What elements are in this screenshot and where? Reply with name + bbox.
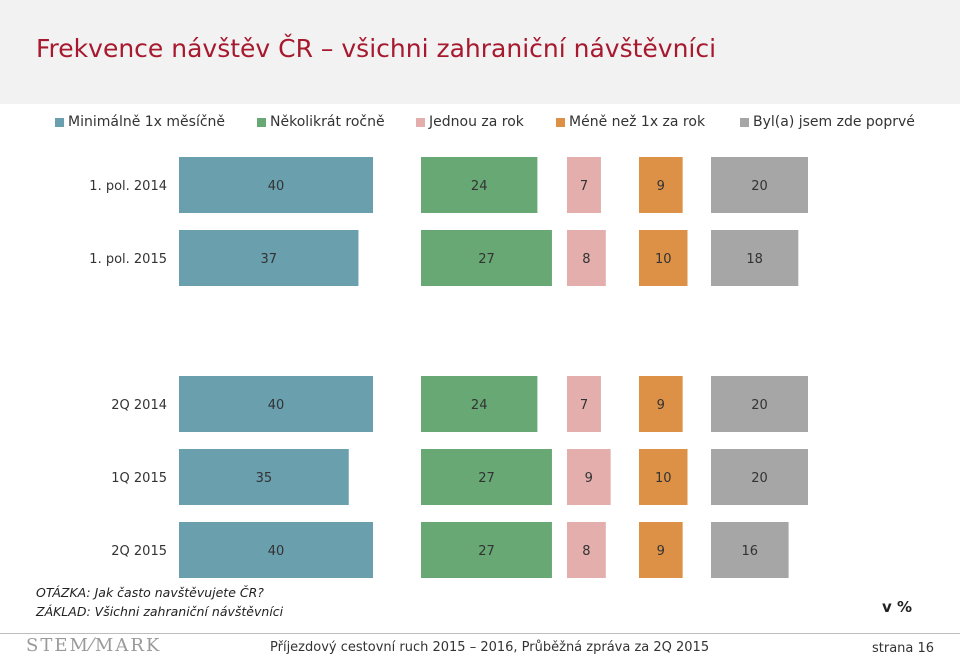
bar-segment [179,157,373,213]
bar-segment [711,230,799,286]
bar-value-label: 37 [260,252,277,267]
bar-value-label: 27 [478,544,495,559]
bar-value-label: 10 [655,252,672,267]
bar-value-label: 16 [742,544,759,559]
bar-segment [711,522,789,578]
legend-swatch [740,117,749,127]
bar-segment [179,522,373,578]
bar-segment [711,376,808,432]
legend-item: Několikrát ročně [257,112,385,132]
bar-value-label: 9 [657,398,665,413]
bar-value-label: 9 [657,544,665,559]
bar-value-label: 8 [582,544,590,559]
title-band [0,0,960,104]
bar-segment [639,449,688,505]
bar-segment [179,449,349,505]
bar-value-label: 24 [471,179,488,194]
bar-segment [639,230,688,286]
bar-value-label: 35 [256,471,273,486]
legend-item: Minimálně 1x měsíčně [55,112,225,132]
bar-segment [639,376,683,432]
legend-item: Byl(a) jsem zde poprvé [740,112,915,132]
bar-segment [711,449,808,505]
bar-value-label: 10 [655,471,672,486]
category-label: 1. pol. 2015 [89,252,167,267]
legend-swatch [556,117,565,127]
bar-value-label: 18 [746,252,763,267]
bar-segment [421,522,552,578]
bar-value-label: 20 [751,179,768,194]
bar-value-label: 40 [268,179,285,194]
bar-value-label: 9 [585,471,593,486]
bar-value-label: 8 [582,252,590,267]
bar-segment [711,157,808,213]
footer-divider [0,633,960,634]
chart-legend: Minimálně 1x měsíčně Několikrát ročně Jedn… [0,112,960,132]
question-note: OTÁZKA: Jak často navštěvujete ČR? [36,585,264,600]
bar-segment [567,376,601,432]
category-label: 2Q 2015 [111,544,167,559]
category-label: 1. pol. 2014 [89,179,167,194]
legend-label: Několikrát ročně [270,114,385,130]
category-label: 1Q 2015 [111,471,167,486]
bar-segment [421,376,538,432]
bar-value-label: 40 [268,398,285,413]
bar-segment [567,449,611,505]
legend-swatch [55,117,64,127]
bar-segment [421,230,552,286]
page-title: Frekvence návštěv ČR – všichni zahraničn… [36,34,717,63]
bar-value-label: 20 [751,471,768,486]
legend-label: Byl(a) jsem zde poprvé [753,114,915,130]
base-note: ZÁKLAD: Všichni zahraniční návštěvníci [36,604,284,619]
legend-item: Méně než 1x za rok [556,112,705,132]
bar-segment [639,522,683,578]
bar-value-label: 24 [471,398,488,413]
bar-value-label: 27 [478,252,495,267]
bar-value-label: 27 [478,471,495,486]
bar-value-label: 7 [580,179,588,194]
stemmark-logo: STEM⁄MARK [26,635,162,656]
page-number: strana 16 [872,641,935,656]
bar-value-label: 7 [580,398,588,413]
bar-segment [567,157,601,213]
bar-segment [567,522,606,578]
legend-item: Jednou za rok [416,112,524,132]
legend-label: Minimálně 1x měsíčně [68,114,226,130]
legend-label: Jednou za rok [429,114,524,130]
legend-label: Méně než 1x za rok [569,114,706,130]
footer-report-title: Příjezdový cestovní ruch 2015 – 2016, Pr… [270,640,710,655]
legend-swatch [416,117,425,127]
bar-segment [639,157,683,213]
stacked-bar-chart: 1. pol. 2014 40 24 7 9 20 1. pol. 2015 37 27 8 10 1… [89,157,808,578]
category-label: 2Q 2014 [111,398,167,413]
legend-swatch [257,117,266,127]
bar-segment [421,157,538,213]
bar-segment [567,230,606,286]
bar-segment [421,449,552,505]
unit-label: v % [882,598,913,616]
bar-value-label: 40 [268,544,285,559]
bar-value-label: 20 [751,398,768,413]
bar-value-label: 9 [657,179,665,194]
bar-segment [179,230,359,286]
bar-segment [179,376,373,432]
